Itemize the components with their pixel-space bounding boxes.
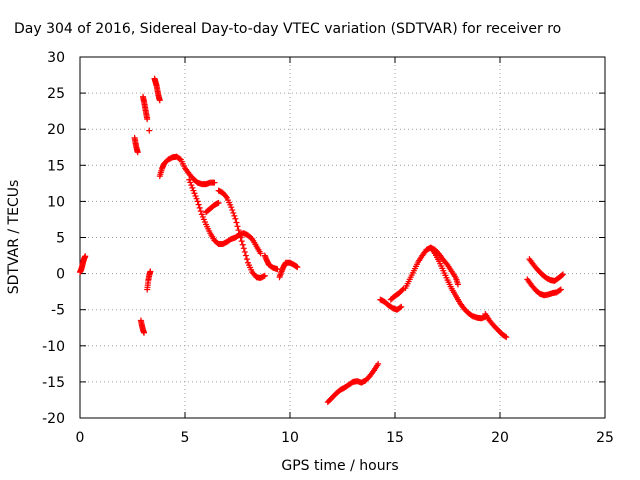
data-point-plus bbox=[190, 187, 197, 194]
y-tick-label: 10 bbox=[47, 194, 65, 210]
data-point-plus bbox=[195, 201, 202, 208]
data-point-plus bbox=[557, 286, 564, 293]
data-point-plus bbox=[397, 304, 404, 311]
chart-title: Day 304 of 2016, Sidereal Day-to-day VTE… bbox=[14, 21, 561, 37]
data-point-plus bbox=[147, 268, 154, 275]
data-point-plus bbox=[234, 223, 241, 230]
data-point-plus bbox=[238, 238, 245, 245]
data-point-plus bbox=[231, 212, 238, 219]
data-point-plus bbox=[237, 234, 244, 241]
data-point-plus bbox=[215, 199, 222, 206]
data-point-plus bbox=[187, 179, 194, 186]
data-point-plus bbox=[196, 204, 203, 211]
data-point-plus bbox=[144, 116, 151, 123]
data-point-plus bbox=[240, 245, 247, 252]
x-tick-label: 5 bbox=[181, 430, 190, 446]
data-point-plus bbox=[399, 286, 406, 293]
data-point-plus bbox=[230, 209, 237, 216]
data-points bbox=[77, 75, 566, 406]
data-point-plus bbox=[188, 182, 195, 189]
data-point-plus bbox=[502, 333, 509, 340]
data-point-plus bbox=[294, 264, 301, 271]
data-point-plus bbox=[141, 329, 148, 336]
data-point-plus bbox=[274, 266, 281, 273]
data-point-plus bbox=[194, 198, 201, 205]
data-point-plus bbox=[186, 176, 193, 183]
y-tick-label: -10 bbox=[42, 339, 65, 355]
data-point-plus bbox=[257, 250, 264, 257]
data-point-plus bbox=[241, 248, 248, 255]
data-point-plus bbox=[239, 241, 246, 248]
data-point-plus bbox=[243, 256, 250, 263]
data-point-plus bbox=[560, 271, 566, 278]
data-point-plus bbox=[134, 149, 141, 156]
data-point-plus bbox=[375, 360, 382, 367]
y-tick-label: 15 bbox=[47, 158, 65, 174]
data-point-plus bbox=[197, 208, 204, 215]
data-point-plus bbox=[558, 272, 565, 279]
data-point-plus bbox=[235, 227, 242, 234]
y-tick-label: -5 bbox=[51, 303, 65, 319]
y-axis-label: SDTVAR / TECUs bbox=[6, 180, 22, 295]
grid-lines bbox=[80, 57, 605, 418]
data-point-plus bbox=[233, 219, 240, 226]
y-tick-label: 20 bbox=[47, 122, 65, 138]
y-tick-label: -20 bbox=[42, 411, 65, 427]
y-tick-label: 0 bbox=[56, 267, 65, 283]
data-point-plus bbox=[191, 190, 198, 197]
data-point-plus bbox=[398, 303, 405, 310]
y-tick-label: 25 bbox=[47, 86, 65, 102]
data-point-plus bbox=[232, 215, 239, 222]
x-tick-label: 15 bbox=[386, 430, 404, 446]
data-point-plus bbox=[229, 207, 236, 214]
data-point-plus bbox=[82, 253, 89, 260]
data-point-plus bbox=[222, 193, 229, 200]
data-point-plus bbox=[146, 127, 153, 134]
y-tick-label: -15 bbox=[42, 375, 65, 391]
x-tick-label: 0 bbox=[76, 430, 85, 446]
axis-ticks: 0 5 10 15 20 25 -20 -15 -10 -5 0 5 10 15 20 25 30 bbox=[42, 50, 614, 446]
x-tick-label: 10 bbox=[281, 430, 299, 446]
data-point-plus bbox=[455, 281, 461, 288]
data-point-plus bbox=[156, 97, 163, 104]
data-point-plus bbox=[192, 192, 199, 199]
data-point-plus bbox=[261, 272, 268, 279]
data-point-plus bbox=[236, 230, 243, 237]
data-point-plus bbox=[193, 195, 200, 202]
data-point-plus bbox=[228, 204, 235, 211]
x-tick-label: 20 bbox=[491, 430, 509, 446]
y-tick-label: 5 bbox=[56, 231, 65, 247]
data-point-plus bbox=[503, 334, 510, 341]
x-axis-label: GPS time / hours bbox=[281, 458, 398, 474]
x-tick-label: 25 bbox=[596, 430, 614, 446]
data-point-plus bbox=[189, 184, 196, 191]
data-point-plus bbox=[242, 252, 249, 259]
plot-frame bbox=[79, 56, 606, 419]
data-point-plus bbox=[556, 287, 563, 294]
data-point-plus bbox=[211, 179, 218, 186]
y-tick-label: 30 bbox=[47, 50, 65, 66]
